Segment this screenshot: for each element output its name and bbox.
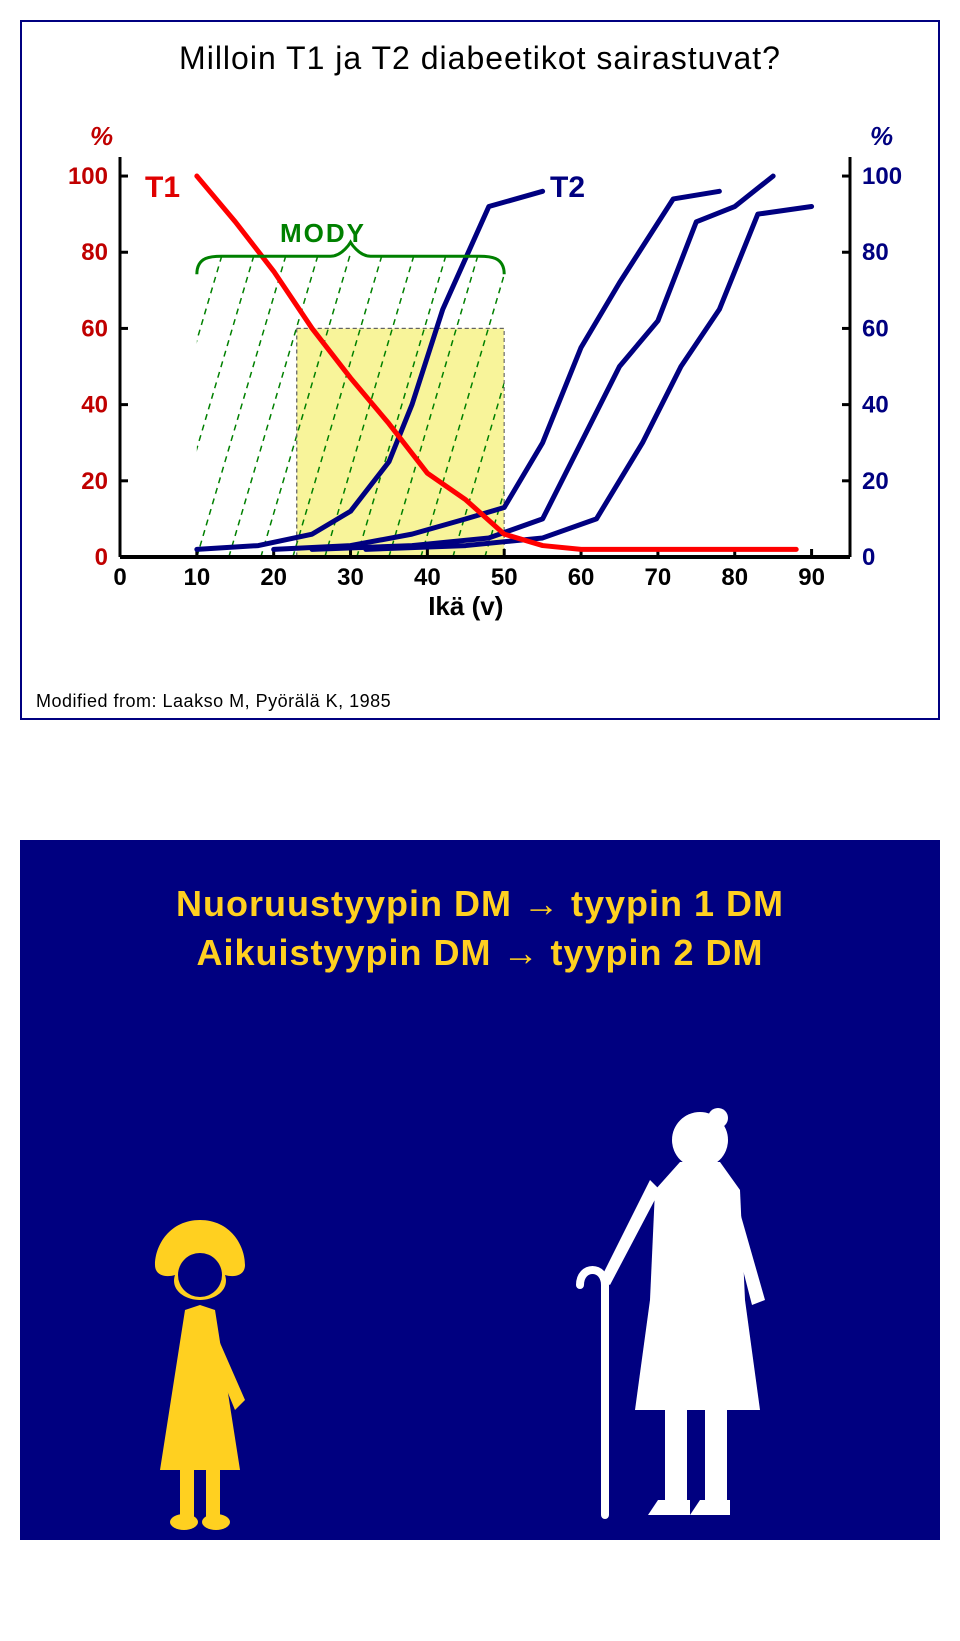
svg-text:40: 40 xyxy=(414,564,441,591)
child-icon xyxy=(155,1220,245,1530)
line1-pre: Nuoruustyypin DM xyxy=(176,883,523,924)
svg-text:60: 60 xyxy=(862,315,889,342)
svg-text:60: 60 xyxy=(568,564,595,591)
definition-slide: Nuoruustyypin DM → tyypin 1 DM Aikuistyy… xyxy=(20,840,940,1540)
svg-text:50: 50 xyxy=(491,564,518,591)
definition-line-2: Aikuistyypin DM → tyypin 2 DM xyxy=(20,929,940,978)
svg-text:%: % xyxy=(870,121,893,151)
svg-text:100: 100 xyxy=(862,163,902,190)
svg-text:%: % xyxy=(90,121,113,151)
chart-title: Milloin T1 ja T2 diabeetikot sairastuvat… xyxy=(42,40,918,77)
svg-text:0: 0 xyxy=(113,564,126,591)
line2-pre: Aikuistyypin DM xyxy=(196,932,502,973)
arrow-icon: → xyxy=(503,932,540,973)
svg-text:30: 30 xyxy=(337,564,364,591)
line2-post: tyypin 2 DM xyxy=(540,932,764,973)
chart-svg: 0102030405060708090002020404060608080100… xyxy=(50,87,910,647)
svg-text:0: 0 xyxy=(95,544,108,571)
svg-text:80: 80 xyxy=(81,239,108,266)
svg-text:80: 80 xyxy=(862,239,889,266)
arrow-icon: → xyxy=(523,883,560,924)
svg-text:70: 70 xyxy=(645,564,672,591)
definition-line-1: Nuoruustyypin DM → tyypin 1 DM xyxy=(20,880,940,929)
svg-text:Ikä (v): Ikä (v) xyxy=(428,591,503,621)
svg-text:20: 20 xyxy=(862,468,889,495)
svg-text:60: 60 xyxy=(81,315,108,342)
elder-icon xyxy=(580,1108,765,1515)
figures-svg xyxy=(20,1040,940,1540)
chart-slide: Milloin T1 ja T2 diabeetikot sairastuvat… xyxy=(20,20,940,720)
svg-text:90: 90 xyxy=(798,564,825,591)
chart-area: 0102030405060708090002020404060608080100… xyxy=(50,87,910,647)
svg-text:0: 0 xyxy=(862,544,875,571)
chart-citation: Modified from: Laakso M, Pyörälä K, 1985 xyxy=(36,691,391,712)
svg-text:20: 20 xyxy=(81,468,108,495)
svg-text:20: 20 xyxy=(260,564,287,591)
svg-text:40: 40 xyxy=(862,392,889,419)
svg-text:T1: T1 xyxy=(145,171,180,204)
svg-text:80: 80 xyxy=(721,564,748,591)
svg-text:100: 100 xyxy=(68,163,108,190)
line1-post: tyypin 1 DM xyxy=(560,883,784,924)
svg-text:T2: T2 xyxy=(550,171,585,204)
svg-text:10: 10 xyxy=(183,564,210,591)
svg-text:40: 40 xyxy=(81,392,108,419)
